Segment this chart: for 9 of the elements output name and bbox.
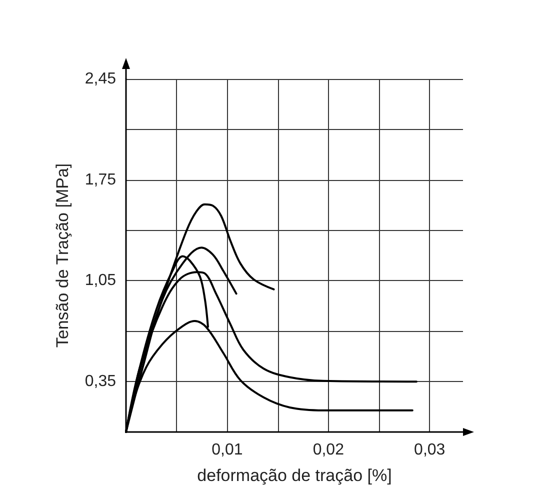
x-axis-title: deformação de tração [%] — [197, 466, 392, 485]
x-tick-label: 0,02 — [312, 442, 344, 458]
y-tick-label: 0,35 — [84, 373, 116, 390]
x-tick-label: 0,01 — [212, 442, 243, 458]
x-tick-label: 0,03 — [414, 442, 446, 458]
y-axis-title: Tensão de Tração [MPa] — [53, 163, 72, 348]
y-tick-label: 1,75 — [84, 171, 116, 188]
y-tick-label: 1,05 — [84, 272, 116, 290]
y-tick-label: 2,45 — [84, 70, 116, 88]
